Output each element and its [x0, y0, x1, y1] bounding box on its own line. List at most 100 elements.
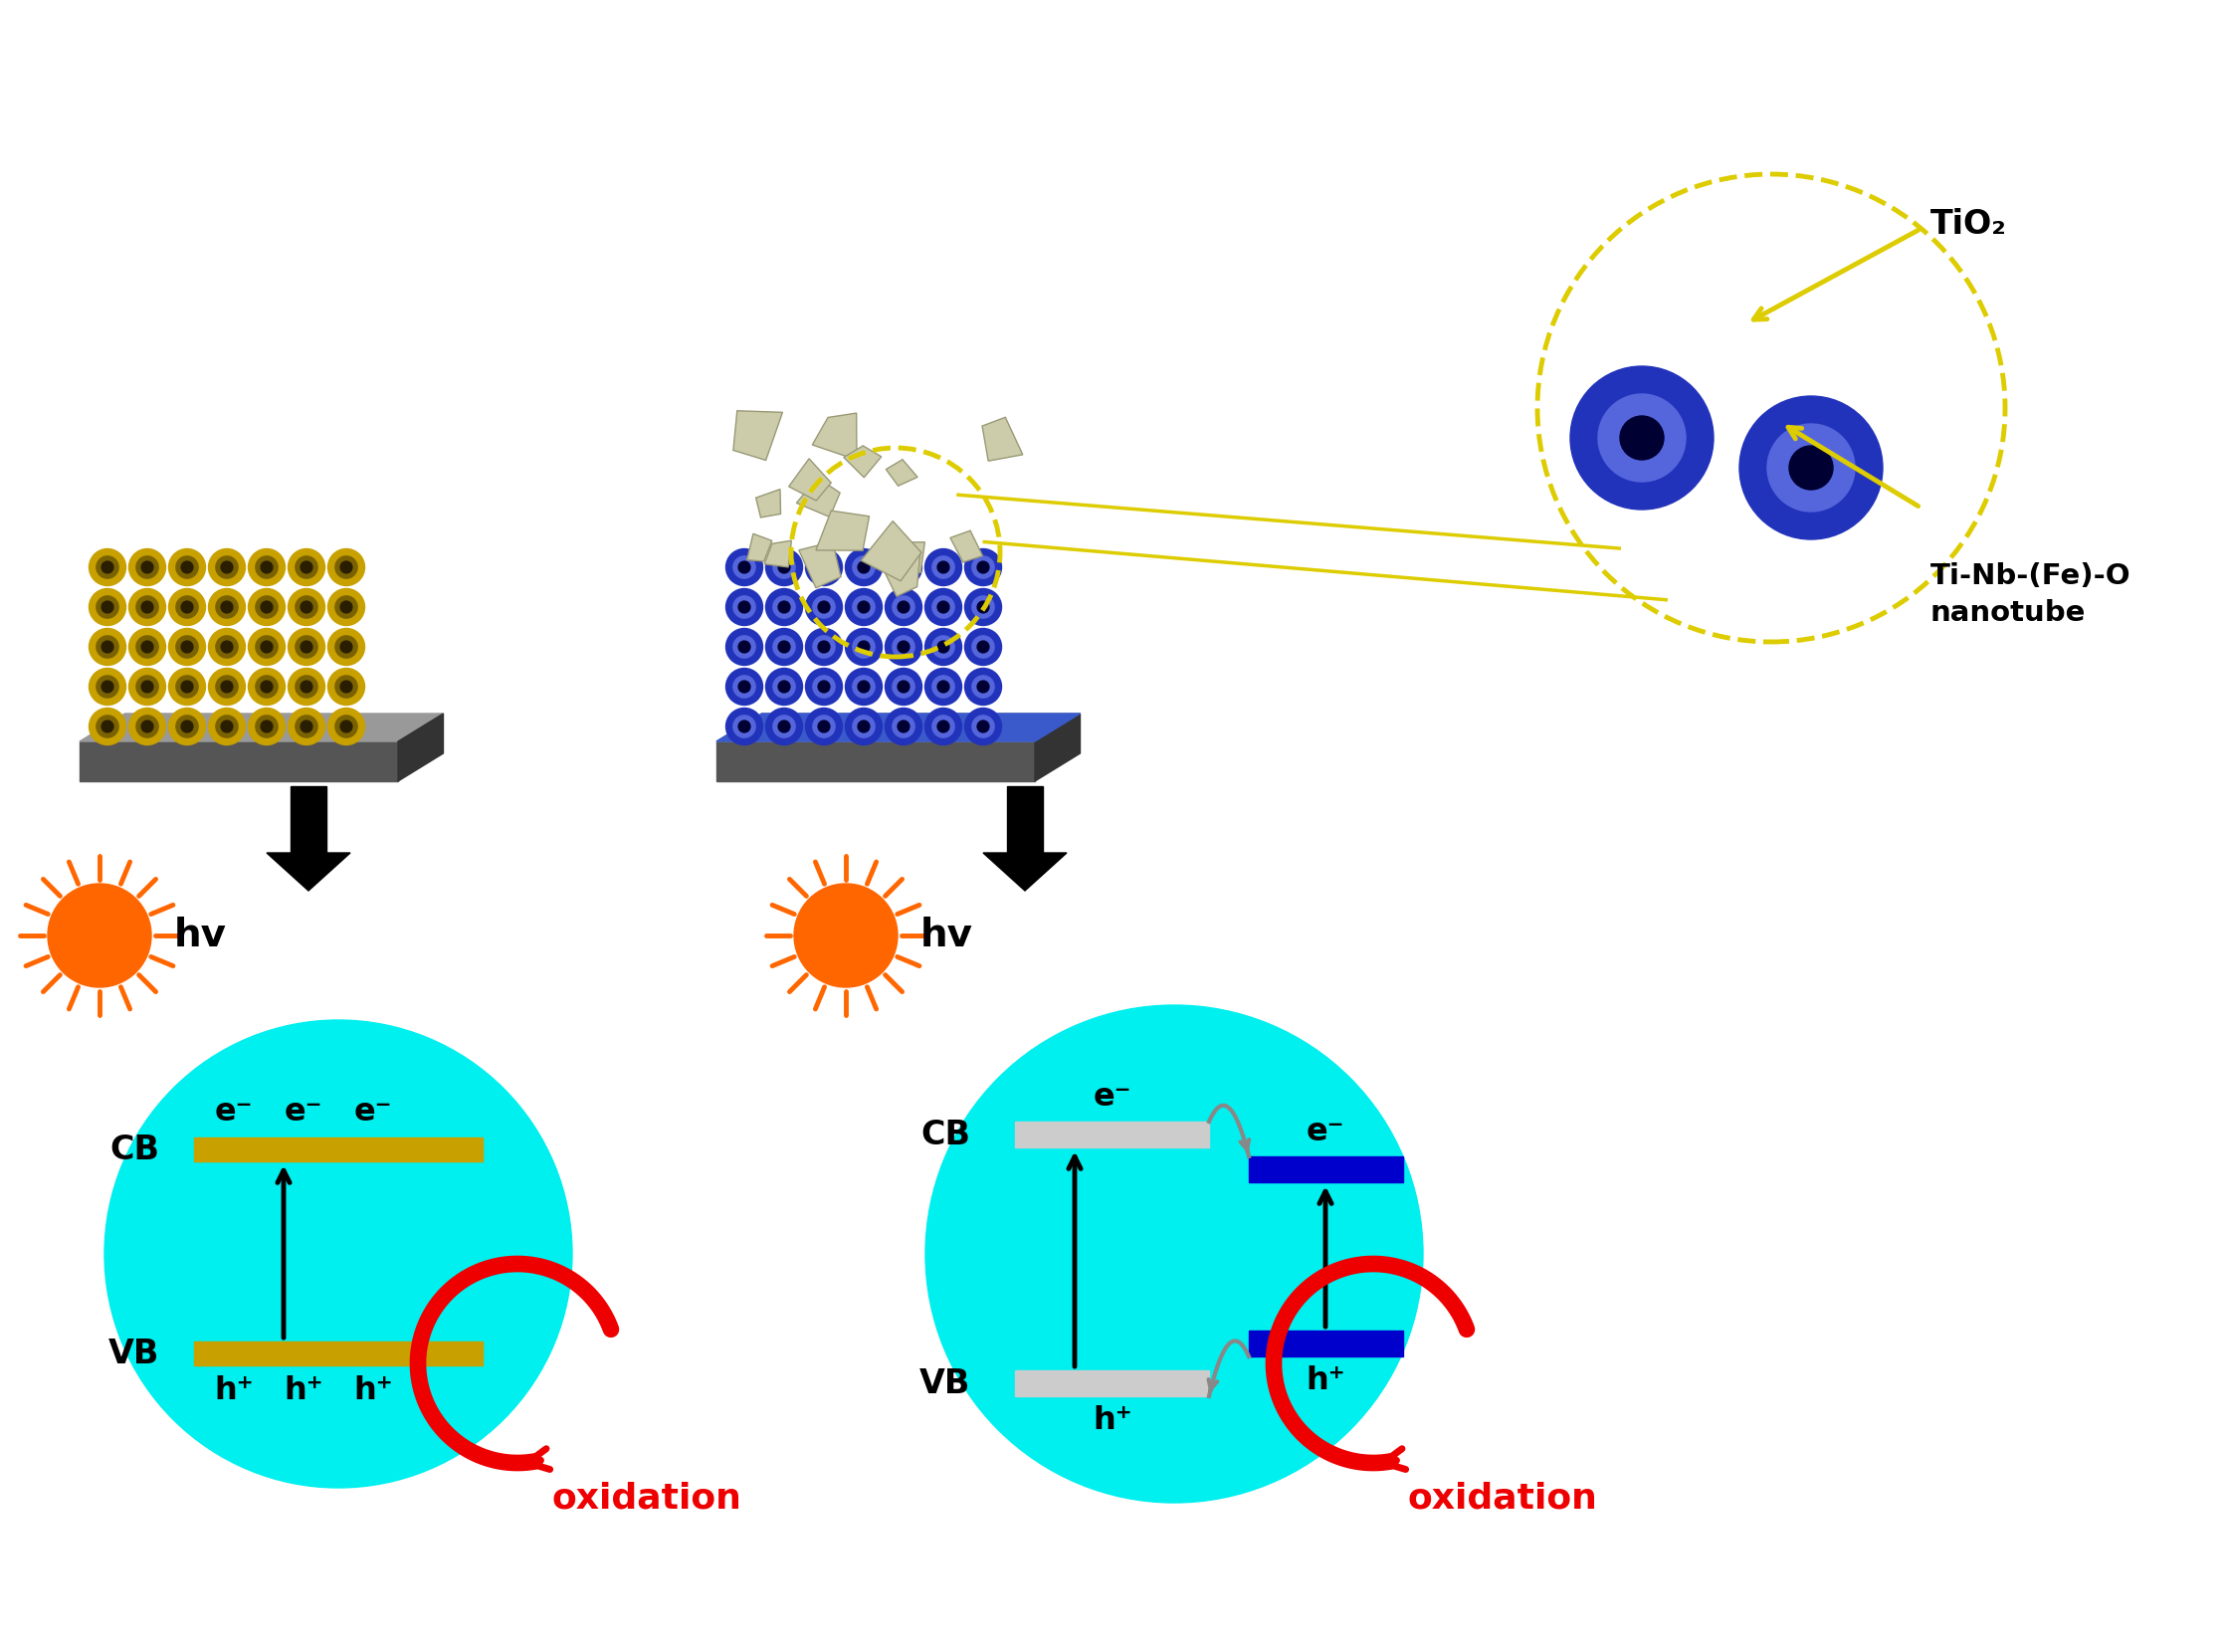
Text: e⁻: e⁻	[354, 1097, 392, 1128]
Circle shape	[739, 720, 750, 732]
Circle shape	[932, 596, 955, 618]
Circle shape	[859, 681, 870, 692]
Circle shape	[136, 636, 158, 657]
Circle shape	[819, 681, 830, 692]
Circle shape	[209, 628, 245, 666]
Circle shape	[340, 720, 352, 732]
Circle shape	[886, 669, 921, 705]
Circle shape	[892, 636, 914, 657]
Circle shape	[765, 588, 803, 626]
Circle shape	[129, 669, 165, 705]
Circle shape	[779, 601, 790, 613]
Circle shape	[892, 715, 914, 737]
Circle shape	[169, 548, 205, 586]
Circle shape	[779, 720, 790, 732]
Circle shape	[779, 562, 790, 573]
Circle shape	[249, 548, 285, 586]
Circle shape	[739, 562, 750, 573]
Circle shape	[102, 720, 113, 732]
Circle shape	[169, 588, 205, 626]
Circle shape	[734, 557, 754, 578]
Circle shape	[734, 596, 754, 618]
Circle shape	[886, 588, 921, 626]
Circle shape	[287, 709, 325, 745]
Circle shape	[725, 548, 763, 586]
Polygon shape	[398, 714, 443, 781]
Circle shape	[176, 676, 198, 697]
Circle shape	[819, 641, 830, 653]
Circle shape	[142, 601, 154, 613]
Circle shape	[220, 601, 234, 613]
Circle shape	[812, 636, 834, 657]
Circle shape	[336, 596, 358, 618]
Circle shape	[977, 562, 990, 573]
Circle shape	[256, 715, 278, 737]
Circle shape	[805, 548, 843, 586]
Circle shape	[136, 715, 158, 737]
Polygon shape	[267, 852, 349, 890]
Circle shape	[129, 588, 165, 626]
Circle shape	[340, 681, 352, 692]
Circle shape	[926, 1004, 1424, 1503]
Circle shape	[209, 709, 245, 745]
Text: e⁻: e⁻	[1306, 1117, 1344, 1148]
Circle shape	[256, 557, 278, 578]
Circle shape	[209, 588, 245, 626]
Circle shape	[216, 557, 238, 578]
Circle shape	[129, 628, 165, 666]
Text: e⁻: e⁻	[1092, 1082, 1133, 1112]
Polygon shape	[797, 477, 841, 517]
Circle shape	[966, 588, 1001, 626]
Polygon shape	[748, 534, 772, 562]
Circle shape	[765, 709, 803, 745]
Text: h⁺: h⁺	[1092, 1406, 1133, 1436]
Circle shape	[932, 715, 955, 737]
Circle shape	[937, 641, 950, 653]
Circle shape	[972, 636, 995, 657]
Circle shape	[256, 676, 278, 697]
Circle shape	[220, 562, 234, 573]
Circle shape	[892, 596, 914, 618]
Circle shape	[249, 588, 285, 626]
Circle shape	[300, 562, 312, 573]
Circle shape	[966, 548, 1001, 586]
Circle shape	[812, 715, 834, 737]
Circle shape	[937, 601, 950, 613]
Circle shape	[937, 562, 950, 573]
Circle shape	[260, 720, 274, 732]
Circle shape	[852, 676, 874, 697]
Circle shape	[300, 681, 312, 692]
Circle shape	[805, 628, 843, 666]
Circle shape	[779, 641, 790, 653]
Text: hv: hv	[174, 917, 227, 955]
Circle shape	[287, 628, 325, 666]
Circle shape	[142, 720, 154, 732]
Circle shape	[805, 588, 843, 626]
Polygon shape	[734, 411, 783, 461]
Circle shape	[937, 720, 950, 732]
Circle shape	[287, 588, 325, 626]
Circle shape	[96, 596, 118, 618]
Circle shape	[1620, 416, 1664, 459]
Polygon shape	[194, 1138, 483, 1161]
Circle shape	[327, 669, 365, 705]
Polygon shape	[765, 540, 792, 567]
Circle shape	[249, 628, 285, 666]
Circle shape	[937, 681, 950, 692]
Text: TiO₂: TiO₂	[1931, 208, 2007, 240]
Circle shape	[89, 548, 127, 586]
Circle shape	[260, 681, 274, 692]
Polygon shape	[716, 714, 1079, 742]
Circle shape	[169, 669, 205, 705]
Circle shape	[176, 596, 198, 618]
Circle shape	[296, 596, 318, 618]
Polygon shape	[80, 714, 443, 742]
Circle shape	[216, 676, 238, 697]
Circle shape	[180, 562, 194, 573]
Text: CB: CB	[921, 1118, 970, 1151]
Circle shape	[819, 720, 830, 732]
Circle shape	[805, 669, 843, 705]
Circle shape	[180, 601, 194, 613]
Circle shape	[892, 557, 914, 578]
Circle shape	[765, 669, 803, 705]
